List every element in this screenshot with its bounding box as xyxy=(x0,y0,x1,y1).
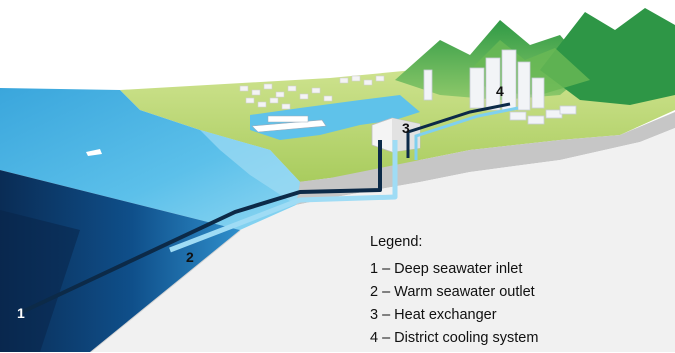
sea-depth-shade xyxy=(0,210,80,352)
city-buildings xyxy=(423,49,577,125)
legend-item-inlet: 1 – Deep seawater inlet xyxy=(370,261,523,277)
distribution-pipe-cold xyxy=(406,102,511,158)
outlet-pipe xyxy=(169,140,398,253)
marker-3: 3 xyxy=(402,120,410,136)
village xyxy=(239,75,385,110)
marker-4: 4 xyxy=(496,83,504,99)
legend-item-district-cooling: 4 – District cooling system xyxy=(370,330,539,346)
ground-section xyxy=(90,128,675,352)
sea-shallows xyxy=(200,130,300,205)
marker-1: 1 xyxy=(17,305,25,321)
marker-2: 2 xyxy=(186,249,194,265)
cruise-ship xyxy=(251,115,327,133)
legend-item-outlet: 2 – Warm seawater outlet xyxy=(370,284,535,300)
quay-road xyxy=(290,112,675,205)
sea-surface xyxy=(0,88,300,230)
legend-item-heat-exchanger: 3 – Heat exchanger xyxy=(370,307,497,323)
legend: Legend: 1 – Deep seawater inlet 2 – Warm… xyxy=(370,234,538,353)
legend-list: 1 – Deep seawater inlet 2 – Warm seawate… xyxy=(370,261,538,353)
distribution-pipe-warm xyxy=(414,106,519,160)
legend-title: Legend: xyxy=(370,234,423,250)
inlet-pipe xyxy=(21,140,382,314)
sea-depth xyxy=(0,170,240,352)
small-boat xyxy=(86,149,102,156)
